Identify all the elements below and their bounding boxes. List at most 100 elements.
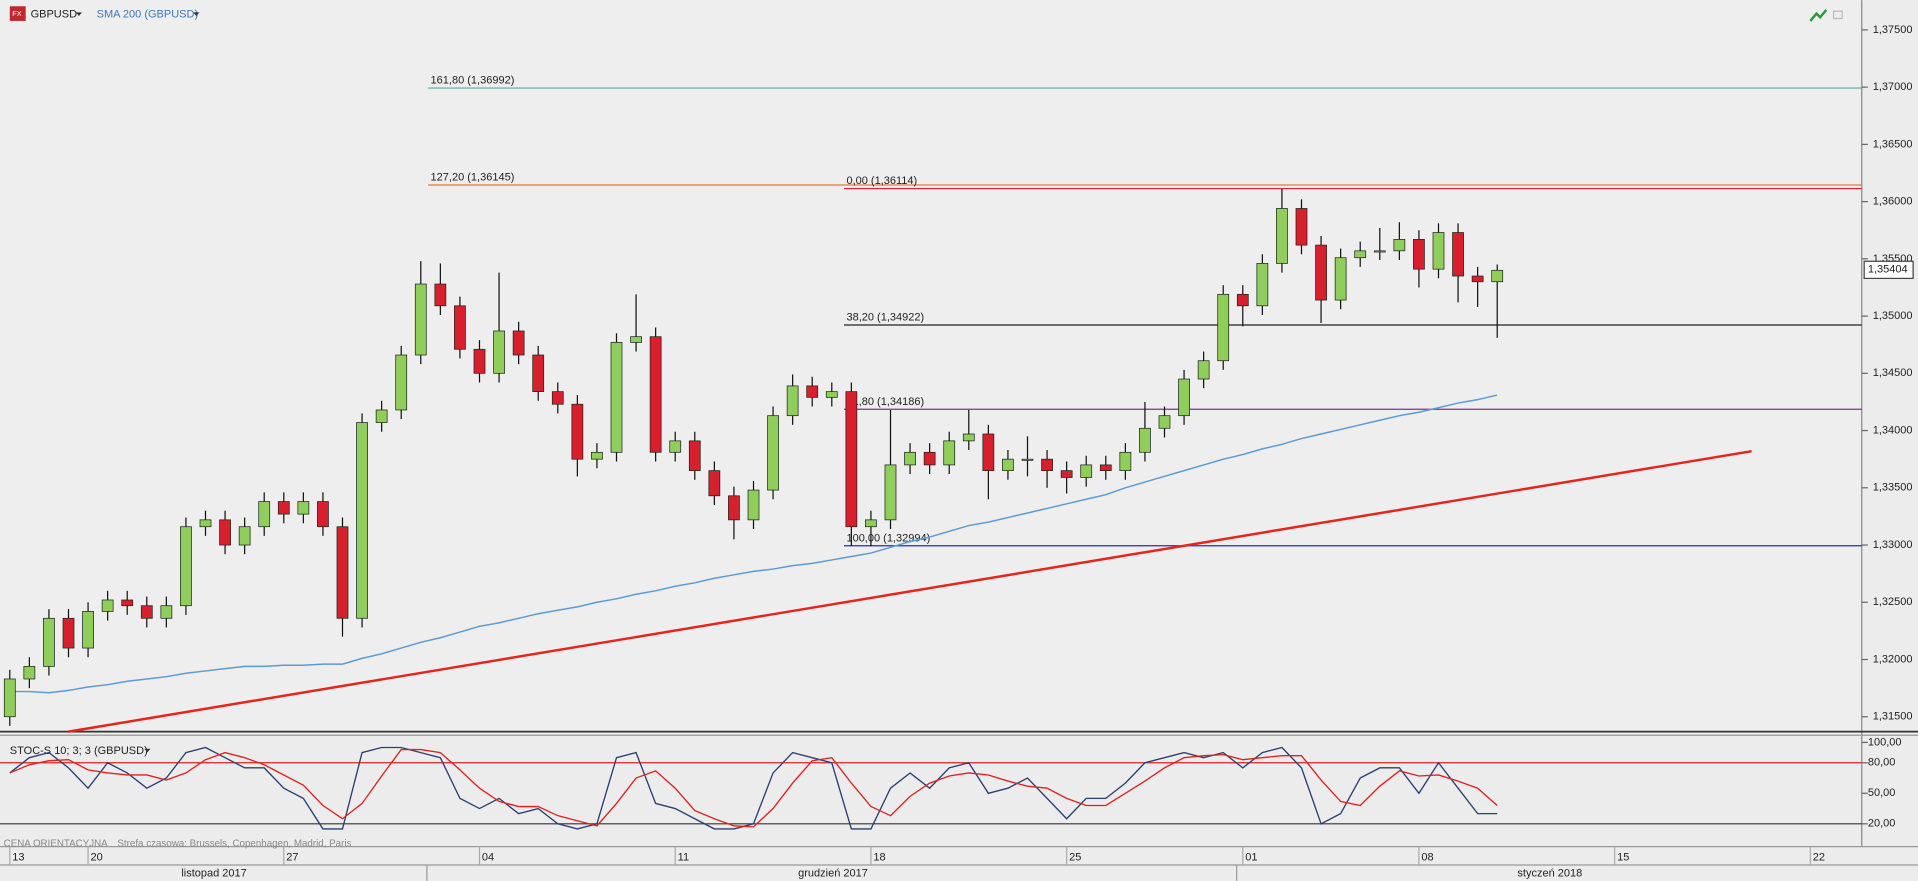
candle-body (688, 440, 701, 471)
candle-body (1452, 232, 1464, 277)
candle-body (1080, 464, 1093, 478)
candle-body (1354, 250, 1367, 259)
candle-body (630, 336, 642, 343)
fib-label: 100,00 (1,32994) (846, 532, 930, 544)
y-tick-label: 1,36000 (1873, 196, 1913, 208)
fib-label: 38,20 (1,34922) (846, 312, 924, 324)
candle-body (825, 391, 838, 398)
candle-body (1491, 269, 1504, 283)
fib-label: 61,80 (1,34186) (846, 396, 924, 408)
candle-body (1119, 451, 1132, 471)
candle-body (982, 433, 995, 471)
candle-body (121, 599, 134, 607)
candle-body (62, 617, 75, 649)
note: CENA ORIENTACYJNA (4, 839, 108, 850)
candle-body (180, 526, 192, 607)
y-tick-label: 1,36500 (1873, 138, 1913, 150)
candle-body (1295, 208, 1308, 246)
candle-body (277, 501, 290, 515)
candle-body (1315, 244, 1327, 301)
candle-body (865, 519, 877, 528)
candle-body (512, 330, 525, 356)
candle-body (238, 526, 251, 546)
dropdown-arrow[interactable] (75, 12, 82, 17)
candle-body (493, 330, 505, 374)
trend-icon[interactable] (1809, 9, 1828, 22)
x-tick-label: 11 (678, 852, 689, 864)
y-tick-label: 50,00 (1868, 787, 1896, 799)
y-tick-label: 1,31500 (1873, 711, 1913, 723)
candle-body (160, 605, 173, 619)
candle-body (1373, 250, 1386, 253)
candle-body (1197, 360, 1210, 380)
candle-body (356, 422, 368, 619)
y-tick-label: 20,00 (1868, 818, 1896, 830)
x-tick-label: 04 (482, 852, 494, 864)
y-tick-label: 1,35000 (1873, 310, 1913, 322)
dropdown-arrow[interactable] (193, 12, 200, 17)
candle-body (1413, 239, 1425, 270)
candle-body (1256, 263, 1269, 307)
candle-body (728, 495, 740, 521)
trendline (68, 449, 1752, 733)
symbol[interactable]: GBPUSD (31, 9, 78, 21)
x-tick-label: 15 (1617, 852, 1629, 864)
x-tick-label: 18 (873, 852, 885, 864)
last-price-box (1863, 260, 1914, 280)
y-tick-label: 1,33500 (1873, 482, 1913, 494)
candle-body (786, 385, 799, 417)
stoch-line (9, 748, 1498, 828)
candle-body (1236, 293, 1249, 307)
stoch-title[interactable]: STOC-S 10; 3; 3 (GBPUSD) (10, 745, 148, 757)
y-tick-label: 1,34500 (1873, 367, 1913, 379)
candle-body (1060, 470, 1073, 478)
dropdown-arrow[interactable] (144, 748, 151, 753)
candle-body (375, 409, 388, 423)
candle-body (610, 342, 623, 453)
x-tick-label: 01 (1245, 852, 1257, 864)
candle-body (767, 415, 779, 491)
candle-body (669, 440, 682, 453)
month-label: listopad 2017 (181, 867, 246, 879)
candle-body (551, 391, 564, 405)
y-tick-label: 80,00 (1868, 757, 1896, 769)
candle-body (845, 391, 858, 528)
x-tick-label: 25 (1069, 852, 1081, 864)
candle-body (884, 464, 897, 521)
candle-body (1334, 257, 1347, 301)
y-tick-label: 1,34000 (1873, 424, 1913, 436)
candle-body (434, 283, 447, 307)
candle-body (571, 403, 584, 460)
candle-body (82, 611, 94, 649)
y-tick-label: 1,37500 (1873, 24, 1913, 36)
candle-body (1041, 458, 1053, 471)
y-tick-label: 1,33000 (1873, 539, 1913, 551)
candle-body (1217, 293, 1230, 362)
candle-body (473, 348, 486, 374)
candle-body (23, 666, 36, 680)
candle-body (1139, 427, 1151, 453)
month-label: styczeń 2018 (1517, 867, 1582, 879)
sma-legend[interactable]: SMA 200 (GBPUSD) (97, 9, 198, 21)
candle-body (962, 433, 975, 442)
candle-body (708, 470, 721, 497)
window-icon[interactable] (1832, 10, 1843, 20)
x-tick-label: 20 (91, 852, 103, 864)
candle-body (1099, 464, 1112, 471)
candle-body (140, 605, 153, 619)
candle-body (1393, 239, 1406, 252)
y-tick-label: 1,32000 (1873, 653, 1913, 665)
candle-body (1021, 458, 1034, 461)
candle-body (923, 451, 936, 466)
candle-body (3, 678, 16, 718)
candle-body (336, 526, 349, 619)
stoch-line (9, 746, 1498, 830)
x-tick-label: 08 (1421, 852, 1433, 864)
candle-body (1276, 208, 1288, 264)
fx-icon-text: FX (12, 9, 21, 18)
fib-label: 127,20 (1,36145) (431, 172, 515, 184)
main-plot (0, 0, 1862, 731)
fx-icon[interactable] (9, 6, 26, 21)
